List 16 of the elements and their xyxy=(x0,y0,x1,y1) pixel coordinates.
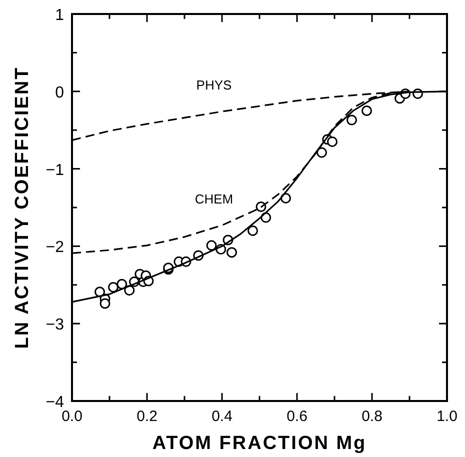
y-tick-label: −2 xyxy=(46,239,64,256)
series-label: CHEM xyxy=(194,191,234,206)
x-tick-label: 0.0 xyxy=(62,408,82,425)
x-tick-label: 1.0 xyxy=(436,408,458,425)
y-tick-label: −3 xyxy=(46,316,64,334)
y-tick-label: 1 xyxy=(55,7,64,24)
x-tick-label: 0.2 xyxy=(136,408,158,425)
x-axis-title: ATOM FRACTION Mg xyxy=(152,433,367,454)
y-tick-label: −1 xyxy=(46,162,64,179)
y-tick-label: −4 xyxy=(46,394,64,411)
y-axis-title: LN ACTIVITY COEFFICIENT xyxy=(12,66,33,349)
x-tick-label: 0.6 xyxy=(286,408,308,425)
series-label: PHYS xyxy=(196,78,232,93)
x-tick-label: 0.8 xyxy=(362,408,382,425)
y-tick-label: 0 xyxy=(55,84,64,102)
x-tick-label: 0.4 xyxy=(212,408,232,425)
